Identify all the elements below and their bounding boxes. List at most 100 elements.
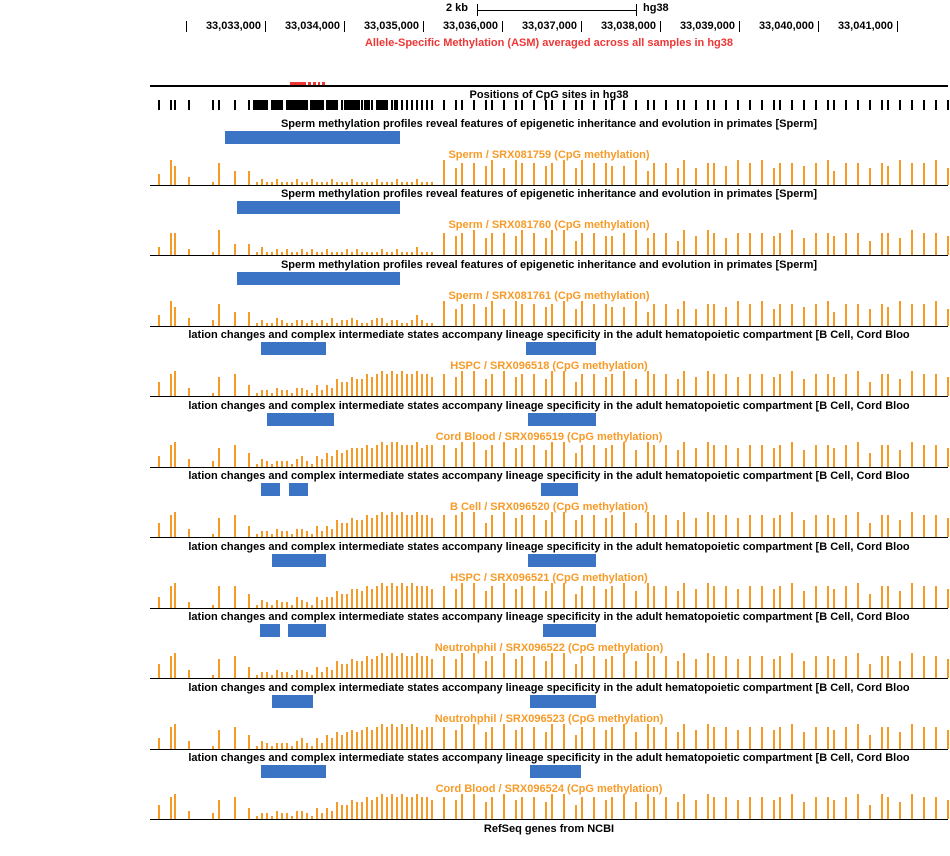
track-sample-label[interactable]: Sperm / SRX081759 (CpG methylation) [150, 149, 948, 162]
methylation-signal-area[interactable] [150, 653, 949, 678]
signal-bar [833, 730, 835, 749]
methylation-signal-area[interactable] [150, 371, 949, 396]
track-study-title[interactable]: Sperm methylation profiles reveal featur… [150, 259, 948, 272]
cpg-sites-track[interactable] [150, 100, 949, 111]
signal-bar [869, 664, 871, 678]
track-sample-label[interactable]: B Cell / SRX096520 (CpG methylation) [150, 501, 948, 514]
methylation-track[interactable]: Sperm methylation profiles reveal featur… [0, 259, 950, 329]
track-study-title[interactable]: lation changes and complex intermediate … [150, 541, 948, 554]
signal-bar [653, 233, 655, 255]
methylation-track[interactable]: Sperm methylation profiles reveal featur… [0, 118, 950, 188]
track-study-title-text: lation changes and complex intermediate … [188, 611, 910, 623]
signal-bar [857, 794, 859, 819]
signal-bar [461, 371, 463, 396]
track-study-title[interactable]: lation changes and complex intermediate … [150, 752, 948, 765]
signal-bar [815, 445, 817, 467]
signal-bar [935, 160, 937, 185]
signal-bar [158, 805, 160, 819]
methylation-signal-area[interactable] [150, 442, 949, 467]
track-feature-bar[interactable] [543, 624, 596, 637]
track-sample-label[interactable]: Sperm / SRX081760 (CpG methylation) [150, 219, 948, 232]
track-sample-label[interactable]: Sperm / SRX081761 (CpG methylation) [150, 290, 948, 303]
signal-bar [845, 163, 847, 185]
track-feature-bar[interactable] [237, 272, 400, 285]
signal-bar [411, 252, 413, 255]
track-feature-bar[interactable] [261, 765, 326, 778]
track-study-title[interactable]: lation changes and complex intermediate … [150, 400, 948, 413]
refseq-track-title[interactable]: RefSeq genes from NCBI [150, 823, 948, 836]
signal-bar [426, 656, 428, 678]
track-feature-bar[interactable] [260, 624, 280, 637]
track-feature-bar[interactable] [272, 554, 326, 567]
signal-bar [485, 591, 487, 608]
track-sample-label[interactable]: Cord Blood / SRX096519 (CpG methylation) [150, 431, 948, 444]
signal-bar [248, 594, 250, 608]
methylation-signal-area[interactable] [150, 160, 949, 185]
track-feature-bar[interactable] [526, 342, 596, 355]
signal-bar [581, 374, 583, 396]
track-sample-label[interactable]: HSPC / SRX096521 (CpG methylation) [150, 572, 948, 585]
track-feature-bar[interactable] [261, 483, 280, 496]
signal-bar [521, 586, 523, 608]
track-study-title[interactable]: lation changes and complex intermediate … [150, 329, 948, 342]
track-feature-bar[interactable] [288, 624, 326, 637]
signal-bar [473, 583, 475, 608]
signal-bar [296, 811, 298, 819]
track-study-title[interactable]: Sperm methylation profiles reveal featur… [150, 188, 948, 201]
methylation-track[interactable]: lation changes and complex intermediate … [0, 682, 950, 752]
track-feature-bar[interactable] [237, 201, 400, 214]
track-feature-bar[interactable] [261, 342, 326, 355]
track-study-title[interactable]: Sperm methylation profiles reveal featur… [150, 118, 948, 131]
track-feature-bar[interactable] [530, 765, 581, 778]
signal-bar [473, 163, 475, 185]
track-study-title[interactable]: lation changes and complex intermediate … [150, 682, 948, 695]
signal-bar [491, 586, 493, 608]
signal-bar [677, 241, 679, 255]
signal-bar [833, 236, 835, 255]
track-feature-bar[interactable] [541, 483, 578, 496]
signal-bar [386, 515, 388, 537]
coordinate-ruler[interactable]: 33,033,000 33,034,000 33,035,000 33,036,000… [0, 20, 950, 34]
asm-feature-segment [308, 81, 311, 85]
signal-bar [218, 659, 220, 678]
signal-bar [158, 456, 160, 467]
cpg-dense-block [364, 100, 370, 110]
cpg-track-title[interactable]: Positions of CpG sites in hg38 [150, 89, 948, 102]
asm-track-title[interactable]: Allele-Specific Methylation (ASM) averag… [150, 37, 948, 50]
signal-bar [773, 168, 775, 185]
signal-bar [376, 318, 378, 326]
methylation-track[interactable]: lation changes and complex intermediate … [0, 470, 950, 540]
signal-bar [291, 816, 293, 819]
track-sample-label[interactable]: HSPC / SRX096518 (CpG methylation) [150, 360, 948, 373]
methylation-signal-area[interactable] [150, 724, 949, 749]
methylation-signal-area[interactable] [150, 583, 949, 608]
methylation-track[interactable]: lation changes and complex intermediate … [0, 400, 950, 470]
methylation-track[interactable]: lation changes and complex intermediate … [0, 611, 950, 681]
methylation-track[interactable]: lation changes and complex intermediate … [0, 329, 950, 399]
methylation-track[interactable]: Sperm methylation profiles reveal featur… [0, 188, 950, 258]
track-feature-bar[interactable] [530, 695, 596, 708]
signal-bar [725, 445, 727, 467]
methylation-signal-area[interactable] [150, 301, 949, 326]
track-feature-bar[interactable] [289, 483, 308, 496]
methylation-track[interactable]: lation changes and complex intermediate … [0, 541, 950, 611]
track-feature-bar[interactable] [528, 554, 596, 567]
track-feature-bar[interactable] [225, 131, 400, 144]
methylation-signal-area[interactable] [150, 794, 949, 819]
signal-bar [296, 459, 298, 467]
signal-bar [371, 730, 373, 749]
track-feature-bar[interactable] [528, 413, 596, 426]
track-study-title[interactable]: lation changes and complex intermediate … [150, 611, 948, 624]
signal-bar [515, 160, 517, 185]
methylation-track[interactable]: lation changes and complex intermediate … [0, 752, 950, 822]
track-sample-label[interactable]: Neutrohphil / SRX096522 (CpG methylation… [150, 642, 948, 655]
methylation-signal-area[interactable] [150, 512, 949, 537]
signal-bar [947, 730, 949, 749]
track-sample-label[interactable]: Cord Blood / SRX096524 (CpG methylation) [150, 783, 948, 796]
track-study-title[interactable]: lation changes and complex intermediate … [150, 470, 948, 483]
signal-bar [947, 309, 949, 326]
track-sample-label[interactable]: Neutrohphil / SRX096523 (CpG methylation… [150, 713, 948, 726]
track-feature-bar[interactable] [267, 413, 334, 426]
track-feature-bar[interactable] [272, 695, 313, 708]
methylation-signal-area[interactable] [150, 230, 949, 255]
